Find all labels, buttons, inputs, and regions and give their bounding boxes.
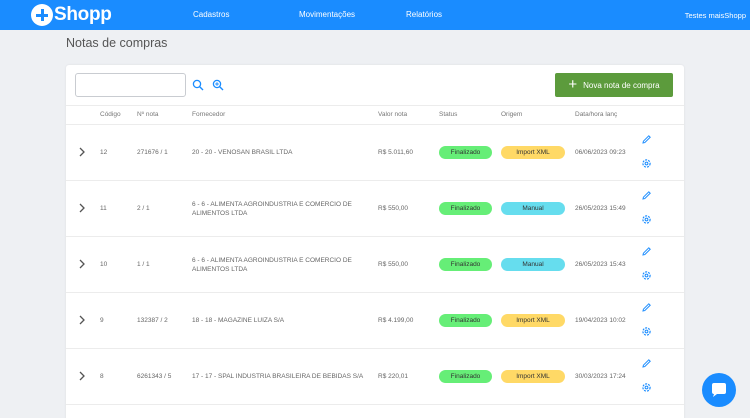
table-row[interactable]: 9 132387 / 2 18 - 18 - MAGAZINE LUIZA S/… [66, 293, 684, 349]
cell-nota: 6261343 / 5 [137, 373, 172, 380]
nav-movimentacoes[interactable]: Movimentações [299, 10, 356, 19]
logo-plus-icon [31, 4, 53, 26]
gear-icon[interactable] [641, 158, 652, 169]
cell-valor: R$ 550,00 [378, 205, 408, 212]
chevron-right-icon[interactable] [78, 259, 86, 269]
table-row[interactable]: 10 1 / 1 6 - 6 - ALIMENTA AGROINDUSTRIA … [66, 237, 684, 293]
cell-nota: 2 / 1 [137, 205, 150, 212]
top-navbar: Shopp Cadastros Movimentações Relatórios… [0, 0, 750, 30]
cell-codigo: 9 [100, 317, 104, 324]
plus-icon: + [568, 76, 578, 93]
chat-button[interactable] [702, 373, 736, 407]
origin-badge: Manual [501, 202, 565, 215]
chevron-right-icon[interactable] [78, 147, 86, 157]
cell-fornecedor: 6 - 6 - ALIMENTA AGROINDUSTRIA E COMERCI… [192, 257, 352, 273]
chevron-right-icon[interactable] [78, 371, 86, 381]
header-datahora[interactable]: Data/hora lanç [575, 111, 618, 118]
new-purchase-note-label: Nova nota de compra [583, 80, 660, 90]
cell-datahora: 30/03/2023 17:24 [575, 373, 626, 380]
table-row[interactable]: 8 6261343 / 5 17 - 17 - SPAL INDUSTRIA B… [66, 349, 684, 405]
table-header: Código Nº nota Fornecedor Valor nota Sta… [66, 105, 684, 125]
search-icon[interactable] [192, 79, 204, 91]
gear-icon[interactable] [641, 270, 652, 281]
page-title: Notas de compras [66, 36, 168, 50]
cell-fornecedor: 18 - 18 - MAGAZINE LUIZA S/A [192, 317, 285, 324]
account-name[interactable]: Testes maisShopp [684, 11, 746, 20]
cell-codigo: 8 [100, 373, 104, 380]
chevron-right-icon[interactable] [78, 203, 86, 213]
gear-icon[interactable] [641, 214, 652, 225]
nav-cadastros[interactable]: Cadastros [193, 10, 230, 19]
status-badge: Finalizado [439, 202, 492, 215]
table-row[interactable]: 12 271676 / 1 20 - 20 - VENOSAN BRASIL L… [66, 125, 684, 181]
origin-badge: Import XML [501, 370, 565, 383]
pencil-icon[interactable] [641, 134, 652, 145]
status-badge: Finalizado [439, 258, 492, 271]
search-input[interactable] [75, 73, 186, 97]
cell-nota: 1 / 1 [137, 261, 150, 268]
logo[interactable]: Shopp [31, 4, 112, 26]
cell-datahora: 06/06/2023 09:23 [575, 149, 626, 156]
pencil-icon[interactable] [641, 302, 652, 313]
cell-codigo: 12 [100, 149, 108, 156]
pencil-icon[interactable] [641, 246, 652, 257]
purchase-notes-card: + Nova nota de compra Código Nº nota For… [66, 65, 684, 418]
cell-codigo: 11 [100, 205, 107, 212]
cell-datahora: 26/05/2023 15:49 [575, 205, 626, 212]
cell-valor: R$ 5.011,60 [378, 149, 413, 156]
header-origem[interactable]: Origem [501, 111, 523, 118]
chevron-right-icon[interactable] [78, 315, 86, 325]
cell-datahora: 26/05/2023 15:43 [575, 261, 626, 268]
logo-text: Shopp [54, 4, 112, 25]
table-row[interactable]: 11 2 / 1 6 - 6 - ALIMENTA AGROINDUSTRIA … [66, 181, 684, 237]
cell-fornecedor: 17 - 17 - SPAL INDUSTRIA BRASILEIRA DE B… [192, 373, 364, 380]
header-nota[interactable]: Nº nota [137, 111, 159, 118]
origin-badge: Manual [501, 258, 565, 271]
cell-nota: 271676 / 1 [137, 149, 168, 156]
pencil-icon[interactable] [641, 190, 652, 201]
cell-valor: R$ 550,00 [378, 261, 408, 268]
cell-valor: R$ 4.199,00 [378, 317, 414, 324]
gear-icon[interactable] [641, 326, 652, 337]
origin-badge: Import XML [501, 314, 565, 327]
gear-icon[interactable] [641, 382, 652, 393]
cell-datahora: 19/04/2023 10:02 [575, 317, 626, 324]
status-badge: Finalizado [439, 146, 492, 159]
status-badge: Finalizado [439, 314, 492, 327]
zoom-in-icon[interactable] [212, 79, 224, 91]
header-status[interactable]: Status [439, 111, 458, 118]
chat-icon [712, 383, 726, 397]
pencil-icon[interactable] [641, 358, 652, 369]
origin-badge: Import XML [501, 146, 565, 159]
cell-fornecedor: 6 - 6 - ALIMENTA AGROINDUSTRIA E COMERCI… [192, 201, 352, 217]
header-fornecedor[interactable]: Fornecedor [192, 111, 226, 118]
cell-nota: 132387 / 2 [137, 317, 168, 324]
new-purchase-note-button[interactable]: + Nova nota de compra [555, 73, 673, 97]
status-badge: Finalizado [439, 370, 492, 383]
header-valor[interactable]: Valor nota [378, 111, 408, 118]
cell-codigo: 10 [100, 261, 108, 268]
cell-fornecedor: 20 - 20 - VENOSAN BRASIL LTDA [192, 149, 293, 156]
nav-relatorios[interactable]: Relatórios [406, 10, 443, 19]
header-codigo[interactable]: Código [100, 111, 121, 118]
cell-valor: R$ 220,01 [378, 373, 408, 380]
